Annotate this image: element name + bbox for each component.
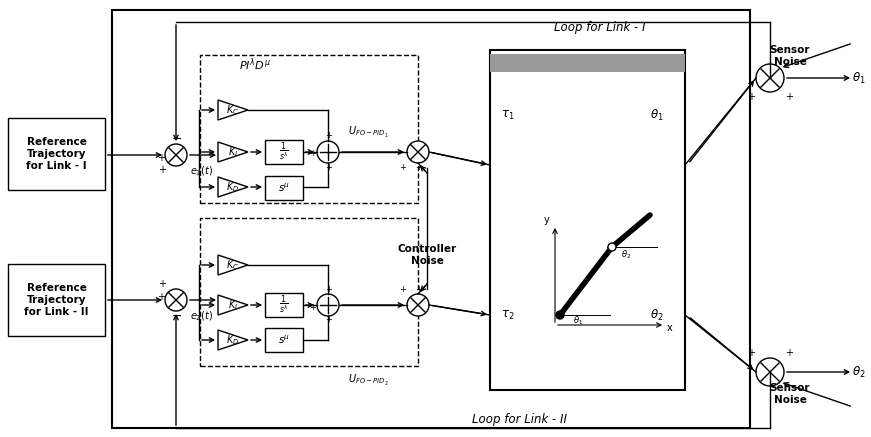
Text: +: +: [400, 284, 407, 294]
Bar: [200, 55, 418, 203]
Text: +: +: [157, 292, 165, 302]
Text: $K_D$: $K_D$: [226, 180, 240, 194]
Text: Loop for Link - I: Loop for Link - I: [554, 21, 645, 35]
Circle shape: [165, 144, 187, 166]
Polygon shape: [218, 255, 248, 275]
Text: -: -: [175, 132, 179, 146]
Bar: [490, 50, 685, 390]
Text: +: +: [158, 165, 166, 175]
Text: Loop for Link - II: Loop for Link - II: [472, 413, 568, 427]
Text: +: +: [157, 153, 165, 163]
Polygon shape: [218, 177, 248, 197]
Text: $K_I$: $K_I$: [228, 145, 238, 159]
Text: $\theta_1$: $\theta_1$: [650, 108, 664, 122]
Text: $e_1(t)$: $e_1(t)$: [190, 164, 213, 178]
Text: +: +: [326, 316, 333, 325]
Text: Controller
Noise: Controller Noise: [397, 244, 456, 266]
Text: $e_2(t)$: $e_2(t)$: [190, 309, 213, 323]
Text: $U_{FO-PID_1}$: $U_{FO-PID_1}$: [348, 125, 388, 139]
Text: $K_C$: $K_C$: [226, 258, 240, 272]
Polygon shape: [218, 330, 248, 350]
Text: $s^{\mu}$: $s^{\mu}$: [278, 182, 290, 194]
Polygon shape: [218, 100, 248, 120]
Text: $U_{FO-PID_2}$: $U_{FO-PID_2}$: [348, 372, 388, 388]
Text: $PI^{\lambda}D^{\mu}$: $PI^{\lambda}D^{\mu}$: [240, 57, 271, 73]
Circle shape: [317, 141, 339, 163]
Text: −: −: [172, 309, 182, 323]
Text: +: +: [309, 302, 316, 312]
Text: $\frac{1}{s^{\lambda}}$: $\frac{1}{s^{\lambda}}$: [279, 294, 289, 316]
Circle shape: [407, 141, 429, 163]
Bar: [200, 218, 418, 366]
Text: −: −: [172, 132, 182, 146]
Bar: [112, 10, 750, 428]
Bar: [8, 264, 105, 336]
Circle shape: [756, 64, 784, 92]
Bar: [265, 176, 303, 200]
Text: Reference
Trajectory
for Link - I: Reference Trajectory for Link - I: [26, 137, 87, 170]
Text: +: +: [785, 348, 793, 358]
Text: $\theta_2$: $\theta_2$: [650, 308, 664, 323]
Text: +: +: [326, 132, 333, 141]
Bar: [265, 293, 303, 317]
Text: $\theta_1$: $\theta_1$: [573, 315, 583, 327]
Text: +: +: [326, 163, 333, 171]
Text: +: +: [785, 92, 793, 102]
Text: $\theta_2$: $\theta_2$: [852, 364, 866, 380]
Text: +: +: [158, 279, 166, 289]
Circle shape: [165, 289, 187, 311]
Text: $\theta_1$: $\theta_1$: [852, 70, 866, 86]
Bar: [265, 140, 303, 164]
Circle shape: [407, 294, 429, 316]
Text: +: +: [747, 348, 755, 358]
Text: $\tau_1$: $\tau_1$: [501, 108, 515, 121]
Bar: [265, 328, 303, 352]
Text: +: +: [415, 284, 422, 294]
Text: $\theta_2$: $\theta_2$: [621, 249, 631, 261]
Polygon shape: [218, 142, 248, 162]
Circle shape: [756, 358, 784, 386]
Circle shape: [608, 243, 616, 251]
Circle shape: [317, 294, 339, 316]
Bar: [490, 54, 685, 72]
Circle shape: [556, 311, 564, 319]
Text: +: +: [747, 92, 755, 102]
Text: $\tau_2$: $\tau_2$: [501, 309, 515, 322]
Text: $K_C$: $K_C$: [226, 103, 240, 117]
Text: $s^{\mu}$: $s^{\mu}$: [278, 334, 290, 346]
Text: x: x: [667, 323, 673, 333]
Text: $\frac{1}{s^{\lambda}}$: $\frac{1}{s^{\lambda}}$: [279, 141, 289, 163]
Text: $K_I$: $K_I$: [228, 298, 238, 312]
Text: +: +: [400, 163, 407, 171]
Text: -: -: [175, 309, 179, 323]
Text: $K_D$: $K_D$: [226, 333, 240, 347]
Text: Sensor
Noise: Sensor Noise: [770, 45, 810, 67]
Text: +: +: [309, 149, 316, 159]
Text: Sensor
Noise: Sensor Noise: [770, 383, 810, 405]
Text: y: y: [544, 215, 550, 225]
Polygon shape: [218, 295, 248, 315]
Text: Reference
Trajectory
for Link - II: Reference Trajectory for Link - II: [24, 284, 89, 316]
Text: +: +: [415, 163, 422, 173]
Bar: [8, 118, 105, 190]
Text: +: +: [326, 284, 333, 294]
